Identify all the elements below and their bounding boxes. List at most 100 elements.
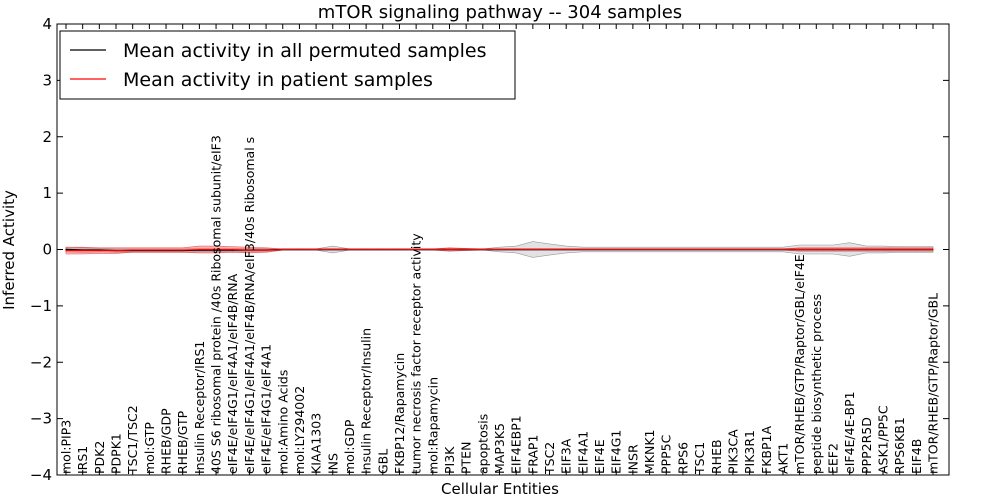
data-point-patient	[182, 249, 184, 251]
data-point-patient	[815, 248, 817, 251]
x-tick-label: RHEB	[709, 439, 724, 474]
x-tick-label: RHEB/GTP	[175, 410, 190, 474]
x-tick-label: eIF4E/4E-BP1	[842, 391, 857, 474]
data-point-patient	[732, 248, 734, 251]
data-point-patient	[649, 248, 651, 251]
x-tick-label: ASK1/PP5C	[876, 405, 891, 474]
data-point-patient	[565, 248, 567, 251]
data-point-patient	[765, 248, 767, 251]
x-tick-label: PDK2	[92, 441, 107, 474]
y-tick-label: −2	[30, 353, 52, 371]
x-tick-label: eIF4E/eIF4G1/eIF4A1/eIF4B/RNA/eIF3/40s R…	[242, 137, 257, 474]
x-tick-label: FKBP12/Rapamycin	[392, 353, 407, 474]
data-point-patient	[398, 248, 401, 251]
x-tick-label: EIF4EBP1	[509, 415, 524, 474]
y-tick-label: 3	[42, 71, 52, 89]
x-tick-label: TSC2	[542, 442, 557, 475]
data-point-patient	[282, 248, 284, 251]
x-tick-label: GBL	[375, 449, 390, 474]
data-point-patient	[865, 248, 867, 251]
data-point-patient	[615, 248, 617, 251]
x-tick-label: PIK3R1	[742, 430, 757, 474]
x-tick-label: AKT1	[775, 443, 790, 474]
data-point-patient	[332, 248, 334, 251]
data-point-patient	[498, 248, 501, 251]
x-tick-label: peptide biosynthetic process	[809, 294, 824, 474]
x-tick-label: MAP3K5	[492, 423, 507, 474]
x-tick-label: EIF3A	[559, 438, 574, 474]
data-point-patient	[132, 249, 134, 251]
x-tick-label: eIF4E/eIF4G1/eIF4A1/eIF4B/RNA	[225, 273, 240, 474]
legend: Mean activity in all permuted samples Me…	[59, 30, 516, 100]
x-tick-label: mol:LY294002	[292, 386, 307, 474]
x-tick-label: PIK3CA	[725, 429, 740, 474]
data-point-patient	[899, 248, 901, 251]
data-point-patient	[515, 248, 517, 251]
data-point-patient	[749, 248, 751, 251]
x-tick-label: 40S S6 ribosomal protein /40s Ribosomal …	[209, 135, 224, 474]
data-point-patient	[315, 248, 317, 251]
data-point-patient	[298, 248, 300, 251]
data-point-patient	[248, 249, 250, 251]
x-tick-label: eIF4E/eIF4G1/eIF4A1	[259, 344, 274, 474]
chart-title: mTOR signaling pathway -- 304 samples	[318, 2, 682, 23]
data-point-patient	[465, 248, 467, 251]
x-tick-label: Insulin Receptor/IRS1	[192, 341, 207, 474]
x-tick-label: mTOR/RHEB/GTP/Raptor/GBL/eIF4E	[792, 254, 807, 474]
legend-label-permuted: Mean activity in all permuted samples	[123, 40, 486, 62]
data-point-patient	[882, 248, 884, 251]
data-point-patient	[432, 248, 434, 251]
data-point-patient	[82, 250, 84, 252]
x-tick-label: PTEN	[459, 442, 474, 474]
data-point-permuted	[65, 248, 67, 251]
legend-box	[59, 30, 516, 100]
x-tick-label: PI3K	[442, 446, 457, 474]
data-point-patient	[598, 248, 601, 251]
x-tick-label: EIF4G1	[609, 430, 624, 474]
y-tick-label: −3	[30, 410, 52, 428]
x-tick-label: mol:Amino Acids	[275, 370, 290, 474]
data-point-patient	[415, 248, 417, 251]
x-tick-label: EIF4A1	[575, 431, 590, 474]
data-point-patient	[799, 248, 801, 251]
data-point-patient	[832, 248, 834, 251]
y-axis-label: Inferred Activity	[0, 190, 18, 310]
x-tick-label: PPP5C	[659, 434, 674, 474]
x-tick-label: mol:Rapamycin	[425, 377, 440, 474]
data-point-patient	[365, 248, 367, 251]
x-tick-label: mol:PIP3	[59, 420, 74, 474]
x-tick-label: FRAP1	[525, 435, 540, 474]
data-point-patient	[682, 248, 684, 251]
data-point-patient	[98, 250, 100, 252]
data-point-patient	[482, 248, 484, 251]
data-point-patient	[348, 248, 350, 251]
data-point-patient	[699, 248, 701, 251]
data-point-patient	[665, 248, 667, 251]
data-point-patient	[382, 248, 384, 251]
data-point-patient	[715, 248, 717, 251]
data-point-patient	[849, 248, 851, 251]
data-point-patient	[65, 250, 67, 252]
x-tick-label: IRS1	[75, 446, 90, 474]
y-tick-label: 0	[42, 241, 52, 259]
x-tick-label: RPS6	[675, 442, 690, 474]
x-tick-label: MKNK1	[642, 430, 657, 474]
x-tick-label: RHEB/GDP	[159, 408, 174, 474]
data-point-patient	[165, 249, 167, 251]
data-point-patient	[548, 248, 551, 251]
data-point-patient	[232, 248, 234, 251]
data-point-patient	[782, 248, 784, 251]
data-point-patient	[265, 249, 267, 251]
x-tick-label: KIAA1303	[309, 413, 324, 474]
x-tick-label: mol:GTP	[142, 422, 157, 474]
legend-label-patient: Mean activity in patient samples	[123, 69, 433, 91]
x-tick-label: TSC1/TSC2	[125, 405, 140, 475]
x-tick-label: FKBP1A	[759, 426, 774, 474]
data-point-patient	[115, 250, 117, 252]
y-tick-label: 2	[42, 128, 52, 146]
data-point-patient	[148, 249, 150, 251]
x-tick-label: mTOR/RHEB/GTP/Raptor/GBL	[926, 293, 941, 474]
y-tick-label: 4	[42, 15, 52, 33]
x-tick-label: mol:GDP	[342, 419, 357, 474]
